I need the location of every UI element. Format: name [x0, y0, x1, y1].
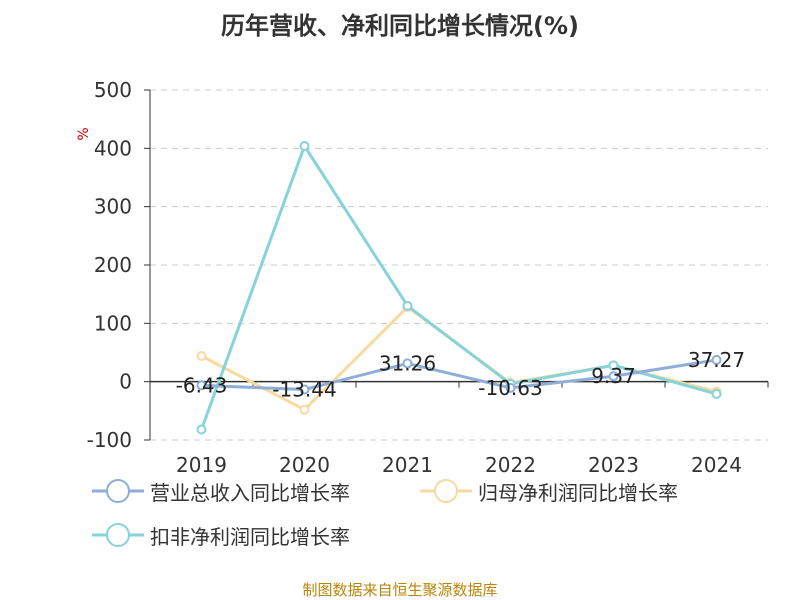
legend-item-deducted-net-profit[interactable]: 扣非净利润同比增长率	[92, 520, 350, 550]
series-line-2	[200, 144, 717, 431]
data-point-1	[299, 404, 310, 415]
data-label: 9.37	[591, 364, 636, 388]
y-tick-label: 200	[94, 253, 132, 277]
chart-title: 历年营收、净利同比增长情况(%)	[221, 12, 579, 40]
legend-label-deducted-net-profit: 扣非净利润同比增长率	[150, 524, 350, 549]
x-tick-label: 2023	[588, 453, 639, 477]
data-label: 31.26	[379, 351, 436, 375]
legend-item-parent-net-profit[interactable]: 归母净利润同比增长率	[420, 476, 678, 506]
y-tick-label: 300	[94, 195, 132, 219]
legend-marker-revenue-icon	[92, 479, 144, 503]
y-axis-label: %	[76, 127, 92, 140]
data-point-1	[196, 351, 207, 361]
y-tick-label: 0	[119, 370, 132, 394]
source-footnote: 制图数据来自恒生聚源数据库	[302, 581, 498, 599]
data-point-2	[402, 300, 413, 311]
legend-marker-deducted-net-profit-icon	[92, 523, 144, 547]
y-tick-label: 100	[94, 311, 132, 335]
data-point-2	[196, 424, 207, 435]
legend-item-revenue[interactable]: 营业总收入同比增长率	[92, 476, 350, 506]
data-point-0	[299, 384, 310, 395]
data-point-2	[711, 388, 722, 399]
data-label: 37.27	[688, 348, 745, 372]
legend-marker-parent-net-profit-icon	[420, 479, 472, 503]
legend-label-revenue: 营业总收入同比增长率	[150, 480, 350, 505]
x-tick-label: 2024	[691, 453, 742, 477]
data-label: -13.44	[272, 378, 336, 402]
data-point-2	[608, 360, 619, 371]
data-point-0	[196, 380, 207, 391]
data-point-0	[505, 382, 516, 393]
series-line-0	[201, 358, 717, 392]
y-tick-label: -100	[87, 428, 132, 452]
data-point-0	[608, 371, 619, 382]
y-tick-label: 500	[94, 78, 132, 102]
x-tick-label: 2022	[485, 453, 536, 477]
x-tick-label: 2021	[382, 453, 433, 477]
y-tick-label: 400	[94, 136, 132, 160]
legend-label-parent-net-profit: 归母净利润同比增长率	[478, 480, 678, 505]
data-label: -10.63	[478, 376, 542, 400]
data-point-0	[711, 354, 722, 365]
x-tick-label: 2020	[279, 453, 330, 477]
x-tick-label: 2019	[176, 453, 227, 477]
data-label: -6.43	[176, 373, 228, 397]
data-point-0	[402, 358, 413, 369]
data-point-2	[299, 141, 310, 151]
